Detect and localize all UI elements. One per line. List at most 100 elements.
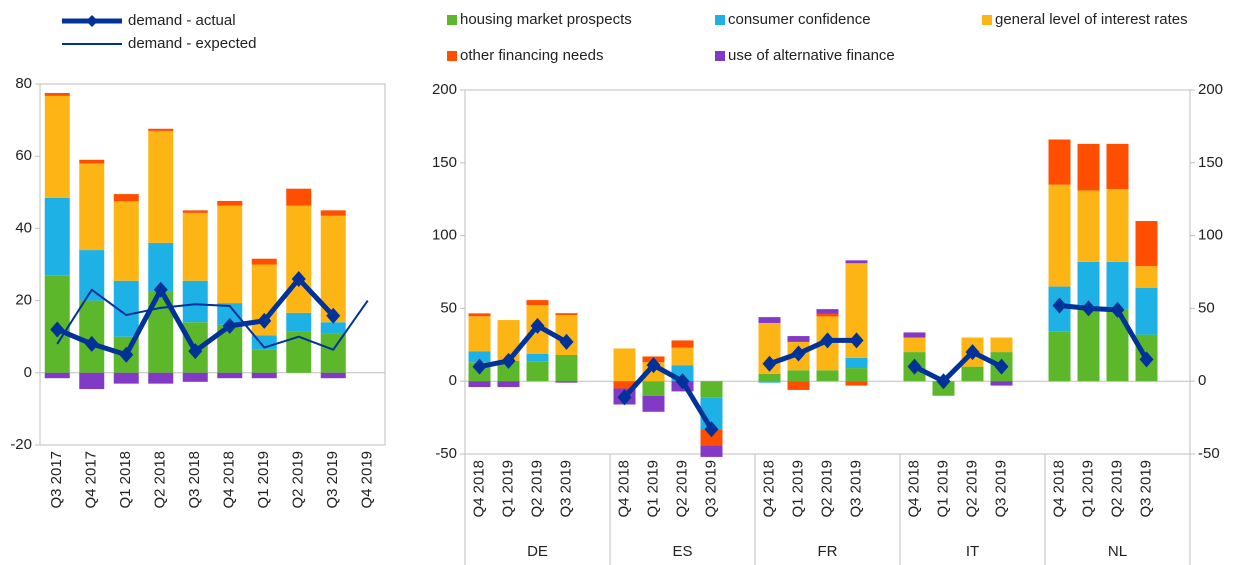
x-tick-label: Q4 2018: [905, 460, 922, 518]
bar-segment: [320, 333, 346, 373]
bar-segment: [468, 313, 491, 317]
y2-tick-label: 50: [1198, 299, 1215, 316]
bar-segment: [286, 331, 312, 373]
x-tick-label: Q3 2019: [1137, 460, 1154, 518]
line-actual: [1059, 303, 1149, 361]
bar-segment: [700, 381, 723, 398]
x-tick-label: Q3 2017: [48, 451, 65, 509]
bar-segment: [526, 300, 549, 306]
y-tick-label: 0: [449, 372, 457, 389]
bar-segment: [816, 370, 839, 382]
x-tick-label: Q4 2018: [470, 460, 487, 518]
bar-segment: [182, 372, 208, 382]
line-marker: [820, 332, 835, 349]
y-tick-label: 150: [432, 154, 457, 171]
x-tick-label: Q1 2019: [789, 460, 806, 518]
bar-segment: [497, 381, 520, 388]
legend-label: demand - expected: [128, 35, 256, 52]
legend-label: other financing needs: [460, 47, 603, 64]
x-tick-label: Q1 2018: [117, 451, 134, 509]
bar-segment: [787, 336, 810, 342]
bar-segment: [468, 381, 491, 388]
line-marker: [675, 373, 690, 390]
group-label: ES: [672, 543, 692, 560]
line-marker: [530, 317, 545, 334]
bar-segment: [320, 210, 346, 216]
x-tick-label: Q3 2019: [847, 460, 864, 518]
y-tick-label: 60: [15, 147, 32, 164]
y-tick-label: 20: [15, 292, 32, 309]
group-label: FR: [818, 543, 838, 560]
bar-segment: [182, 280, 208, 323]
bar-segment: [555, 381, 578, 383]
x-tick-label: Q2 2019: [818, 460, 835, 518]
bar-segment: [1048, 139, 1071, 185]
x-tick-label: Q2 2019: [963, 460, 980, 518]
bar-segment: [642, 395, 665, 412]
bar-segment: [1135, 288, 1158, 335]
x-tick-label: Q1 2019: [1079, 460, 1096, 518]
x-tick-label: Q3 2019: [992, 460, 1009, 518]
bar-segment: [251, 258, 277, 265]
y2-tick-label: 0: [1198, 372, 1206, 389]
bar-segment: [44, 372, 70, 379]
bar-segment: [1106, 189, 1129, 262]
line-marker: [50, 321, 65, 338]
line-expected: [56, 288, 369, 351]
plot-frame: [464, 89, 1191, 455]
group-label: DE: [527, 543, 548, 560]
legend-swatch: [715, 15, 725, 25]
line-actual: [768, 337, 857, 367]
bar-segment: [671, 347, 694, 366]
bar-segment: [79, 372, 105, 390]
line-marker: [1139, 351, 1154, 368]
bar-segment: [816, 313, 839, 317]
bar-segment: [182, 212, 208, 281]
x-tick-label: Q2 2019: [528, 460, 545, 518]
bar-segment: [286, 188, 312, 206]
line-marker: [501, 352, 516, 369]
line-marker: [188, 343, 203, 360]
bar-segment: [903, 332, 926, 338]
x-tick-label: Q1 2019: [934, 460, 951, 518]
x-tick-label: Q1 2019: [644, 460, 661, 518]
bar-segment: [217, 303, 243, 325]
bar-segment: [903, 337, 926, 353]
line-marker: [222, 317, 237, 334]
x-tick-label: Q2 2019: [290, 451, 307, 509]
legend-label: use of alternative finance: [728, 47, 895, 64]
x-tick-label: Q4 2018: [221, 451, 238, 509]
x-tick-label: Q2 2019: [1108, 460, 1125, 518]
line-marker: [994, 358, 1009, 375]
bar-segment: [642, 381, 665, 396]
bar-segment: [758, 381, 781, 383]
line-marker: [472, 358, 487, 375]
y2-tick-label: 200: [1198, 81, 1223, 98]
bar-segment: [555, 354, 578, 382]
legend-swatch: [982, 15, 992, 25]
y2-tick-label: -50: [1198, 445, 1220, 462]
bar-segment: [758, 373, 781, 382]
bar-segment: [468, 351, 491, 363]
x-tick-label: Q1 2019: [499, 460, 516, 518]
line-actual: [622, 362, 714, 431]
plot-frame: [39, 83, 386, 446]
x-tick-label: Q2 2018: [152, 451, 169, 509]
group-label: IT: [966, 543, 979, 560]
bar-segment: [1077, 143, 1100, 191]
line-marker: [153, 281, 168, 298]
bar-segment: [320, 372, 346, 379]
x-tick-label: Q3 2018: [186, 451, 203, 509]
line-marker: [257, 312, 272, 329]
bar-segment: [845, 263, 868, 358]
bar-segment: [44, 95, 70, 198]
x-tick-label: Q2 2019: [673, 460, 690, 518]
bar-segment: [1106, 261, 1129, 310]
bar-segment: [613, 381, 636, 389]
line-marker: [704, 421, 719, 438]
y-tick-label: 50: [440, 299, 457, 316]
bar-segment: [79, 250, 105, 301]
line-marker: [936, 373, 951, 390]
bar-segment: [845, 357, 868, 369]
